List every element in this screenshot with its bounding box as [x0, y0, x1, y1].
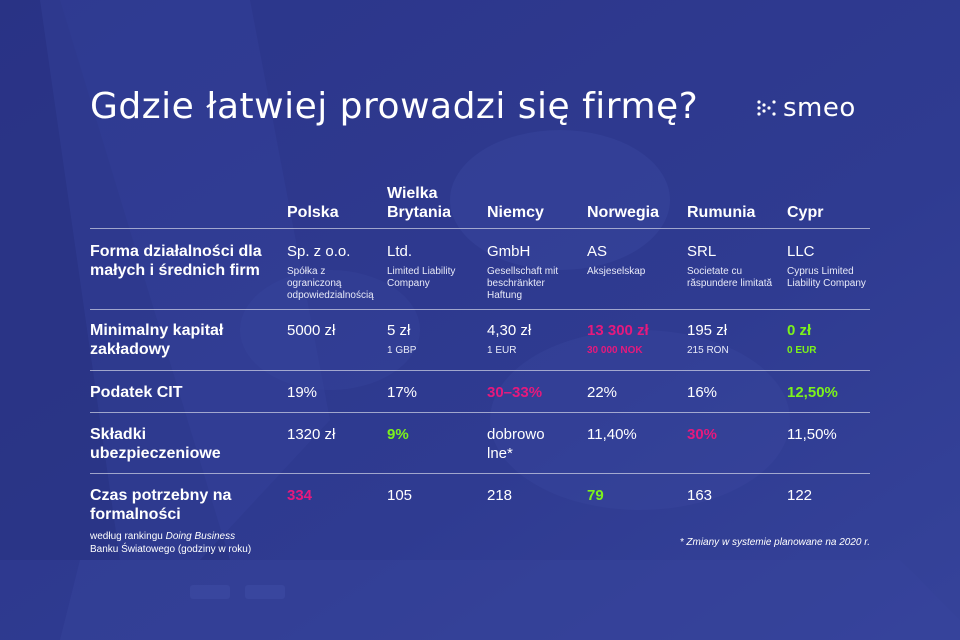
- row-label-skladki: Składki ubezpieczeniowe: [90, 426, 221, 462]
- table-cell: 122: [787, 487, 813, 504]
- column-header-norwegia: Norwegia: [587, 204, 660, 221]
- divider: [90, 228, 870, 229]
- table-cell: 5 zł 1 GBP: [387, 322, 417, 356]
- table-cell: 79: [587, 487, 604, 504]
- table-cell: 4,30 zł 1 EUR: [487, 322, 532, 356]
- footnote: * Zmiany w systemie planowane na 2020 r.: [679, 537, 870, 548]
- table-cell: Ltd. Limited Liability Company: [387, 243, 456, 289]
- smeo-logo: smeo: [756, 93, 856, 123]
- table-cell: 163: [687, 487, 713, 504]
- table-cell: 30%: [687, 426, 718, 443]
- table-cell: 1320 zł: [287, 426, 336, 443]
- row-label-kapital: Minimalny kapitał zakładowy: [90, 322, 224, 358]
- divider: [90, 309, 870, 310]
- page-title: Gdzie łatwiej prowadzi się firmę?: [90, 86, 699, 127]
- row-label-cit: Podatek CIT: [90, 384, 183, 401]
- table-cell: SRL Societate cu răspundere limitată: [687, 243, 773, 289]
- table-cell: 30–33%: [487, 384, 543, 401]
- table-cell: dobrowolne*: [487, 426, 545, 462]
- column-header-rumunia: Rumunia: [687, 204, 756, 221]
- table-cell: 17%: [387, 384, 418, 401]
- table-cell: AS Aksjeselskap: [587, 243, 646, 277]
- table-cell: 12,50%: [787, 384, 838, 401]
- row-label-czas-text: Czas potrzebny na formalności: [90, 487, 232, 523]
- table-cell: 218: [487, 487, 513, 504]
- column-header-polska: Polska: [287, 204, 339, 221]
- divider: [90, 370, 870, 371]
- column-header-niemcy: Niemcy: [487, 204, 544, 221]
- table-cell: 105: [387, 487, 413, 504]
- table-cell: 19%: [287, 384, 318, 401]
- table-cell: 334: [287, 487, 313, 504]
- divider: [90, 473, 870, 474]
- divider: [90, 412, 870, 413]
- table-cell: 5000 zł: [287, 322, 336, 339]
- smeo-logo-icon: [757, 100, 776, 116]
- table-cell: 13 300 zł 30 000 NOK: [587, 322, 649, 356]
- row-label-czas: Czas potrzebny na formalności według ran…: [90, 486, 265, 556]
- column-header-wielka-brytania: Wielka Brytania: [387, 185, 452, 221]
- table-cell: 11,40%: [587, 426, 637, 443]
- row-label-forma: Forma działalności dla małych i średnich…: [90, 243, 262, 279]
- table-cell: 9%: [387, 426, 409, 443]
- table-cell: 16%: [687, 384, 718, 401]
- table-cell: Sp. z o.o. Spółka z ograniczoną odpowiedz…: [287, 243, 374, 301]
- table-cell: 22%: [587, 384, 618, 401]
- table-cell: 0 zł 0 EUR: [787, 322, 817, 356]
- table-cell: GmbH Gesellschaft mit beschränkter Haftun…: [487, 243, 559, 301]
- smeo-logo-text: smeo: [783, 93, 856, 123]
- table-cell: LLC Cyprus Limited Liability Company: [787, 243, 866, 289]
- table-cell: 11,50%: [787, 426, 837, 443]
- table-cell: 195 zł 215 RON: [687, 322, 729, 356]
- column-header-cypr: Cypr: [787, 204, 824, 221]
- row-note: według rankingu Doing Business Banku Świ…: [90, 531, 252, 555]
